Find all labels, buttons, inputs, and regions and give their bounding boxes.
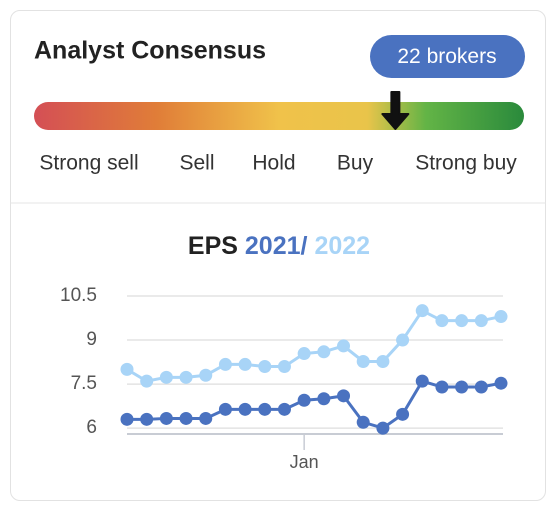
- data-point: [455, 380, 469, 394]
- data-point: [317, 345, 331, 359]
- data-point: [277, 402, 291, 416]
- brokers-count: 22: [397, 45, 420, 68]
- y-tick-label: 10.5: [60, 285, 97, 306]
- consensus-label: Hold: [252, 152, 295, 175]
- consensus-label: Buy: [337, 152, 374, 175]
- data-point: [396, 407, 410, 421]
- data-point: [396, 333, 410, 347]
- data-point: [376, 354, 390, 368]
- data-point: [474, 380, 488, 394]
- data-point: [337, 389, 351, 403]
- data-point: [455, 314, 469, 328]
- data-point: [218, 357, 232, 371]
- x-tick-label: Jan: [290, 452, 319, 472]
- data-point: [140, 374, 154, 388]
- data-point: [238, 357, 252, 371]
- y-tick-label: 9: [86, 329, 97, 350]
- brokers-badge: [370, 35, 525, 78]
- brokers-label: brokers: [427, 45, 497, 68]
- data-point: [494, 310, 508, 324]
- y-tick-label: 7.5: [71, 373, 97, 394]
- data-point: [120, 412, 134, 426]
- chart-title: EPS 2021/ 2022: [188, 232, 370, 260]
- data-point: [435, 380, 449, 394]
- brokers-text: 22 brokers: [397, 45, 496, 68]
- data-point: [238, 402, 252, 416]
- legend-entry: 2021: [245, 232, 301, 260]
- data-point: [140, 412, 154, 426]
- consensus-label: Strong sell: [39, 152, 138, 175]
- data-point: [474, 314, 488, 328]
- data-point: [435, 314, 449, 328]
- data-point: [120, 362, 134, 376]
- consensus-gauge: [34, 102, 524, 130]
- consensus-label: Sell: [179, 152, 214, 175]
- data-point: [356, 354, 370, 368]
- data-point: [337, 339, 351, 353]
- legend-entry: 2022: [314, 232, 370, 260]
- data-point: [376, 421, 390, 435]
- data-point: [258, 359, 272, 373]
- legend-separator: /: [301, 232, 308, 260]
- consensus-label: Strong buy: [415, 152, 517, 175]
- consensus-marker: [381, 91, 410, 130]
- data-point: [179, 370, 193, 384]
- data-point: [159, 411, 173, 425]
- chart-title-text: EPS: [188, 232, 238, 260]
- y-tick-label: 6: [86, 417, 97, 438]
- data-point: [494, 376, 508, 390]
- data-point: [317, 392, 331, 406]
- data-point: [159, 370, 173, 384]
- card: [10, 10, 546, 501]
- data-point: [199, 411, 213, 425]
- data-point: [297, 347, 311, 361]
- data-point: [199, 368, 213, 382]
- data-point: [356, 415, 370, 429]
- data-point: [277, 359, 291, 373]
- data-point: [218, 402, 232, 416]
- data-point: [415, 374, 429, 388]
- data-point: [415, 304, 429, 318]
- data-point: [179, 411, 193, 425]
- data-point: [297, 393, 311, 407]
- title: Analyst Consensus: [34, 37, 266, 65]
- data-point: [258, 402, 272, 416]
